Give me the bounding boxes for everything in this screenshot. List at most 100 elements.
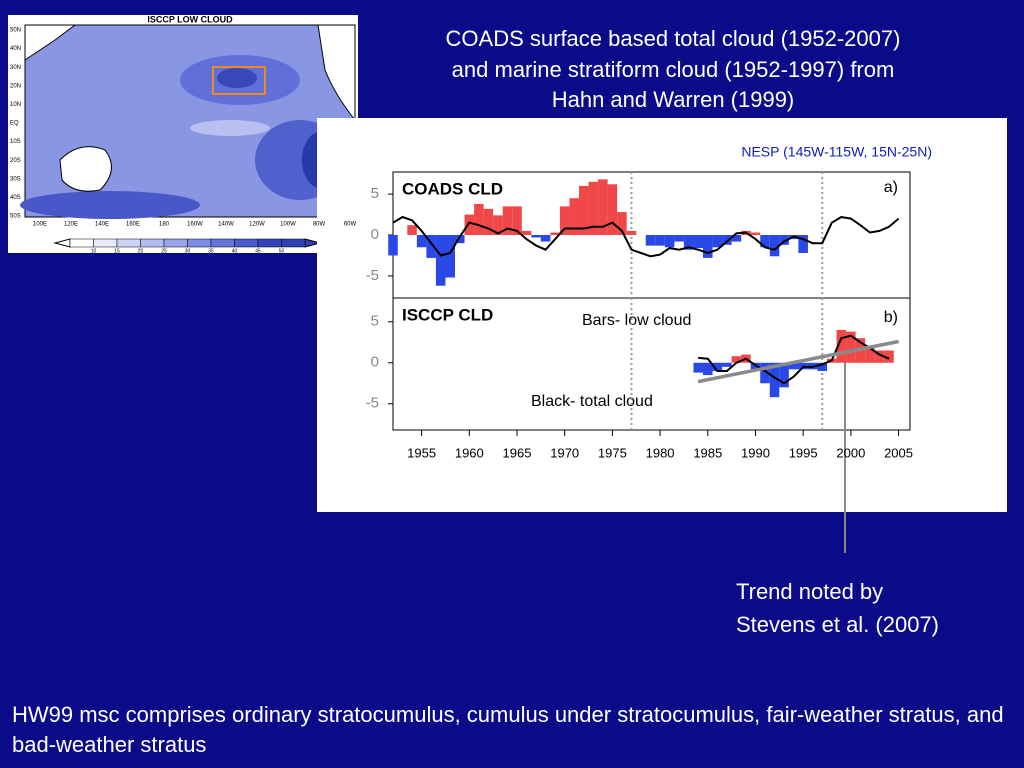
x-tick-label: 1975 bbox=[598, 445, 627, 460]
bar bbox=[655, 235, 665, 246]
bar bbox=[703, 235, 713, 258]
bar bbox=[683, 235, 694, 250]
bar bbox=[626, 230, 637, 235]
colorbar-cell bbox=[281, 238, 306, 248]
bar bbox=[512, 206, 522, 235]
panel-title: ISCCP CLD bbox=[402, 305, 493, 324]
bar bbox=[731, 356, 742, 363]
bar bbox=[817, 362, 828, 371]
bar bbox=[521, 230, 532, 235]
panel-label: a) bbox=[884, 179, 898, 196]
annotation: Black- total cloud bbox=[531, 393, 653, 410]
title-line: and marine stratiform cloud (1952-1997) … bbox=[452, 57, 895, 82]
bar bbox=[664, 235, 675, 248]
map-land bbox=[24, 24, 77, 61]
bar bbox=[779, 235, 789, 245]
bar bbox=[874, 350, 885, 363]
bar bbox=[798, 235, 808, 253]
bar bbox=[846, 331, 856, 363]
colorbar-cell bbox=[163, 238, 188, 248]
lon-label: 120W bbox=[249, 222, 265, 228]
bar bbox=[588, 181, 599, 235]
colorbar-cell bbox=[116, 238, 141, 248]
callout-line-text: Trend noted by bbox=[736, 579, 883, 604]
total-cloud-line bbox=[392, 215, 900, 258]
lon-label: 120E bbox=[64, 222, 78, 228]
bar bbox=[550, 232, 560, 235]
colorbar-label: 30 bbox=[185, 248, 191, 254]
chart-panel bbox=[317, 118, 1007, 512]
bar bbox=[750, 232, 761, 235]
colorbar-cell bbox=[234, 238, 259, 248]
lat-label: 20N bbox=[10, 83, 21, 89]
lat-label: 10N bbox=[10, 102, 21, 108]
bar bbox=[884, 350, 894, 363]
x-tick-label: 1960 bbox=[455, 445, 484, 460]
x-tick-label: 2005 bbox=[884, 445, 913, 460]
bar bbox=[598, 179, 608, 235]
annotation: Bars- low cloud bbox=[582, 312, 691, 329]
bar bbox=[788, 362, 799, 370]
lat-label: 40N bbox=[10, 46, 21, 52]
x-tick-label: 2000 bbox=[836, 445, 865, 460]
bar bbox=[731, 235, 742, 242]
bar bbox=[559, 206, 570, 235]
colorbar-label: 15 bbox=[114, 248, 120, 254]
lat-label: 30S bbox=[10, 176, 21, 182]
lat-label: 30N bbox=[10, 65, 21, 71]
colorbar-label: 20 bbox=[138, 248, 144, 254]
title-line: Hahn and Warren (1999) bbox=[552, 87, 795, 112]
map-land bbox=[59, 146, 112, 192]
bar bbox=[693, 362, 704, 373]
bar bbox=[569, 198, 580, 235]
colorbar-cell bbox=[69, 238, 94, 248]
lon-label: 140W bbox=[218, 222, 234, 228]
x-tick-label: 1970 bbox=[550, 445, 579, 460]
bar bbox=[722, 235, 732, 245]
y-tick-label: 0 bbox=[371, 226, 379, 243]
bar bbox=[703, 362, 713, 376]
trend-line bbox=[697, 339, 899, 384]
bar bbox=[579, 185, 589, 235]
bar bbox=[493, 215, 503, 235]
colorbar-cell bbox=[187, 238, 212, 248]
bar bbox=[540, 235, 551, 242]
map-title: ISCCP LOW CLOUD bbox=[147, 14, 233, 24]
bar bbox=[445, 235, 456, 278]
bar bbox=[435, 235, 446, 286]
lon-label: 160W bbox=[187, 222, 203, 228]
y-tick-label: 5 bbox=[371, 313, 379, 330]
bar bbox=[760, 362, 770, 384]
bar bbox=[607, 184, 618, 235]
lat-label: 50S bbox=[10, 214, 21, 220]
lon-label: 140E bbox=[95, 222, 109, 228]
total-cloud-line bbox=[698, 334, 890, 385]
lon-label: 100E bbox=[33, 222, 47, 228]
lat-label: 20S bbox=[10, 158, 21, 164]
bar bbox=[388, 235, 398, 256]
bar bbox=[865, 346, 875, 363]
colorbar-label: 25 bbox=[161, 248, 167, 254]
colorbar-label: 10 bbox=[91, 248, 97, 254]
colorbar-cell bbox=[210, 238, 235, 248]
bar bbox=[760, 235, 770, 248]
lat-label: EQ bbox=[10, 121, 19, 127]
bar bbox=[464, 214, 475, 235]
bar bbox=[617, 212, 627, 235]
bar bbox=[769, 362, 780, 398]
x-tick-label: 1955 bbox=[407, 445, 436, 460]
lat-label: 50N bbox=[10, 28, 21, 34]
lon-label: 160E bbox=[126, 222, 140, 228]
bar bbox=[712, 235, 723, 248]
colorbar-cell bbox=[93, 238, 118, 248]
bar bbox=[474, 203, 484, 235]
x-tick-label: 1985 bbox=[693, 445, 722, 460]
bar bbox=[531, 235, 541, 238]
panel-title: COADS CLD bbox=[402, 179, 503, 198]
lon-label: 180 bbox=[159, 222, 170, 228]
bar bbox=[769, 235, 780, 257]
bar bbox=[455, 235, 465, 244]
map-contour bbox=[217, 68, 257, 88]
x-tick-label: 1990 bbox=[741, 445, 770, 460]
